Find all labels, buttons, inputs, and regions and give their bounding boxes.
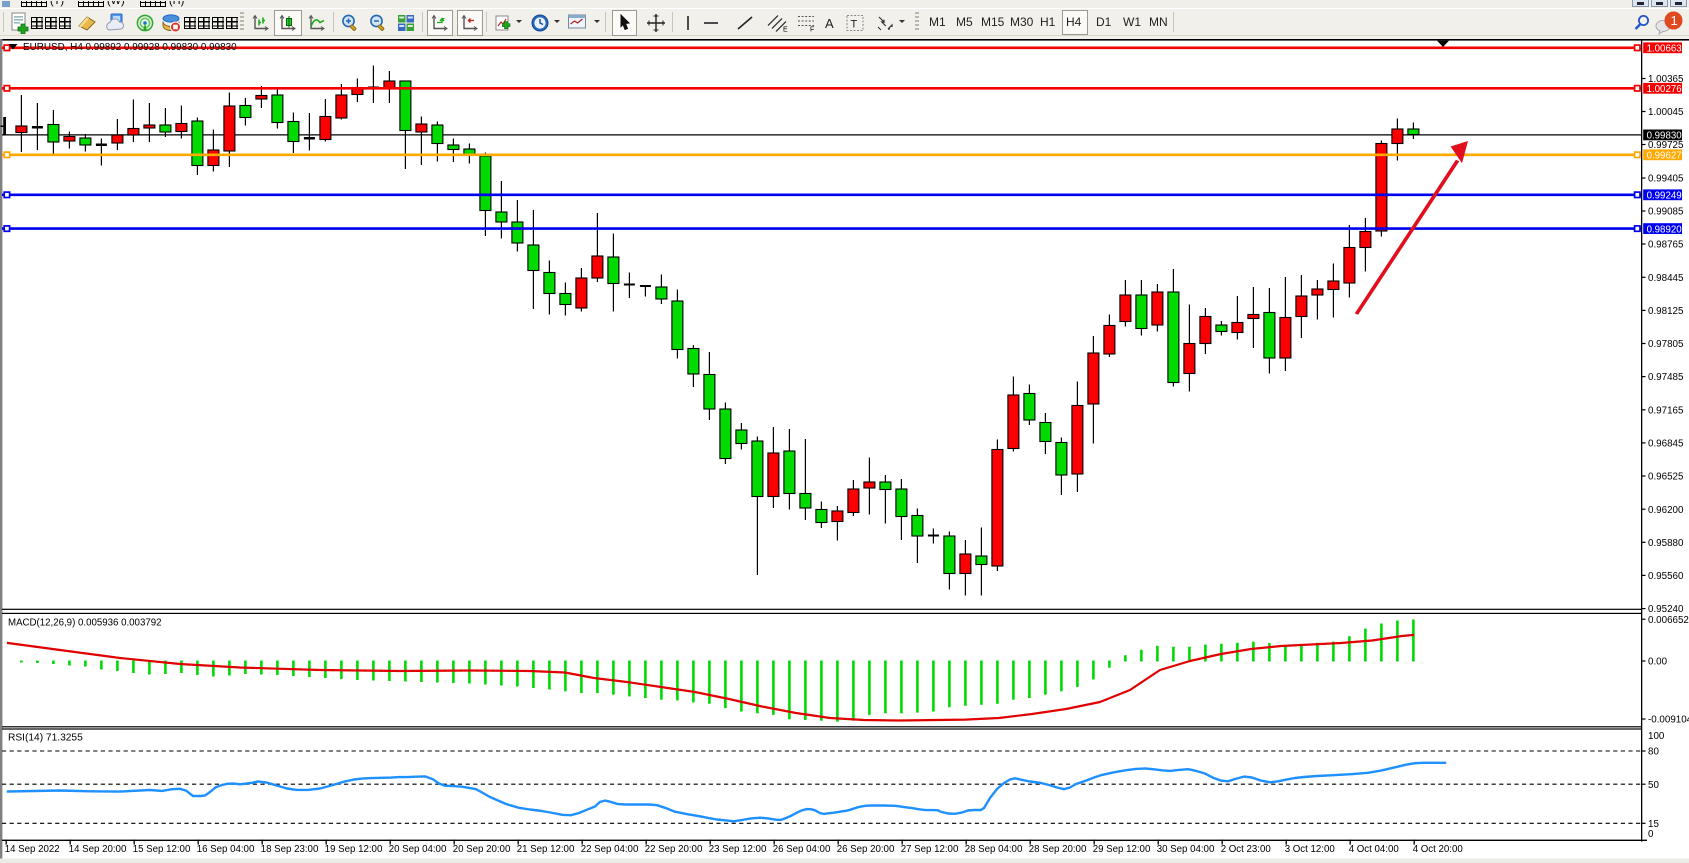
svg-text:0.95240: 0.95240 bbox=[1648, 604, 1684, 615]
svg-text:E: E bbox=[783, 26, 788, 32]
svg-text:19 Sep 12:00: 19 Sep 12:00 bbox=[325, 844, 383, 855]
svg-text:22 Sep 04:00: 22 Sep 04:00 bbox=[581, 844, 639, 855]
svg-text:1.00663: 1.00663 bbox=[1647, 44, 1682, 55]
svg-text:20 Sep 04:00: 20 Sep 04:00 bbox=[389, 844, 447, 855]
svg-text:29 Sep 12:00: 29 Sep 12:00 bbox=[1093, 844, 1151, 855]
svg-text:0.98445: 0.98445 bbox=[1648, 273, 1684, 284]
svg-text:A: A bbox=[825, 16, 834, 31]
svg-text:T: T bbox=[851, 18, 858, 30]
svg-text:EURUSD, H4 0.99892 0.99928 0.: EURUSD, H4 0.99892 0.99928 0.99830 0.998… bbox=[23, 42, 237, 53]
svg-text:0.00: 0.00 bbox=[1648, 657, 1668, 668]
svg-text:14 Sep 20:00: 14 Sep 20:00 bbox=[69, 844, 127, 855]
svg-text:0.98920: 0.98920 bbox=[1647, 224, 1683, 235]
svg-text:0.006652: 0.006652 bbox=[1648, 615, 1689, 626]
svg-text:0.99627: 0.99627 bbox=[1647, 151, 1682, 162]
svg-text:100: 100 bbox=[1648, 731, 1665, 742]
svg-text:0.99725: 0.99725 bbox=[1648, 140, 1684, 151]
svg-text:28 Sep 04:00: 28 Sep 04:00 bbox=[965, 844, 1023, 855]
svg-text:1.00276: 1.00276 bbox=[1647, 84, 1682, 95]
svg-text:F: F bbox=[810, 26, 814, 32]
svg-text:1.00365: 1.00365 bbox=[1648, 74, 1684, 85]
svg-text:0.97165: 0.97165 bbox=[1648, 405, 1684, 416]
svg-text:0.99249: 0.99249 bbox=[1647, 191, 1682, 202]
svg-text:0.98765: 0.98765 bbox=[1648, 240, 1684, 251]
svg-text:0.99830: 0.99830 bbox=[1647, 131, 1683, 142]
svg-text:27 Sep 12:00: 27 Sep 12:00 bbox=[901, 844, 959, 855]
svg-text:21 Sep 12:00: 21 Sep 12:00 bbox=[517, 844, 575, 855]
svg-text:0.99405: 0.99405 bbox=[1648, 174, 1684, 185]
svg-text:80: 80 bbox=[1648, 747, 1659, 758]
svg-text:16 Sep 04:00: 16 Sep 04:00 bbox=[197, 844, 255, 855]
svg-text:15: 15 bbox=[1648, 819, 1659, 830]
svg-text:0.96845: 0.96845 bbox=[1648, 439, 1684, 450]
svg-text:3 Oct 12:00: 3 Oct 12:00 bbox=[1285, 844, 1336, 855]
svg-text:26 Sep 04:00: 26 Sep 04:00 bbox=[773, 844, 831, 855]
svg-text:15 Sep 12:00: 15 Sep 12:00 bbox=[133, 844, 191, 855]
svg-text:0.97485: 0.97485 bbox=[1648, 372, 1684, 383]
svg-text:14 Sep 2022: 14 Sep 2022 bbox=[5, 844, 60, 855]
svg-text:20 Sep 20:00: 20 Sep 20:00 bbox=[453, 844, 511, 855]
svg-text:0.98125: 0.98125 bbox=[1648, 306, 1684, 317]
svg-text:18 Sep 23:00: 18 Sep 23:00 bbox=[261, 844, 319, 855]
svg-text:RSI(14) 71.3255: RSI(14) 71.3255 bbox=[8, 733, 83, 744]
svg-text:0.96200: 0.96200 bbox=[1648, 505, 1684, 516]
svg-text:1: 1 bbox=[1671, 13, 1678, 28]
svg-text:0.95880: 0.95880 bbox=[1648, 538, 1684, 549]
svg-text:2 Oct 23:00: 2 Oct 23:00 bbox=[1221, 844, 1272, 855]
svg-text:23 Sep 12:00: 23 Sep 12:00 bbox=[709, 844, 767, 855]
svg-text:26 Sep 20:00: 26 Sep 20:00 bbox=[837, 844, 895, 855]
svg-text:28 Sep 20:00: 28 Sep 20:00 bbox=[1029, 844, 1087, 855]
svg-text:0: 0 bbox=[1648, 829, 1654, 840]
svg-text:-0.009104: -0.009104 bbox=[1648, 715, 1689, 726]
svg-text:50: 50 bbox=[1648, 780, 1659, 791]
svg-text:0.96525: 0.96525 bbox=[1648, 472, 1684, 483]
svg-text:1.00045: 1.00045 bbox=[1648, 107, 1684, 118]
svg-text:0.97805: 0.97805 bbox=[1648, 339, 1684, 350]
svg-text:22 Sep 20:00: 22 Sep 20:00 bbox=[645, 844, 703, 855]
svg-text:0.95560: 0.95560 bbox=[1648, 571, 1684, 582]
svg-text:4 Oct 20:00: 4 Oct 20:00 bbox=[1413, 844, 1464, 855]
svg-text:30 Sep 04:00: 30 Sep 04:00 bbox=[1157, 844, 1215, 855]
svg-text:MACD(12,26,9) 0.005936 0.00379: MACD(12,26,9) 0.005936 0.003792 bbox=[8, 618, 162, 629]
svg-text:0.99085: 0.99085 bbox=[1648, 207, 1684, 218]
svg-text:4 Oct 04:00: 4 Oct 04:00 bbox=[1349, 844, 1400, 855]
